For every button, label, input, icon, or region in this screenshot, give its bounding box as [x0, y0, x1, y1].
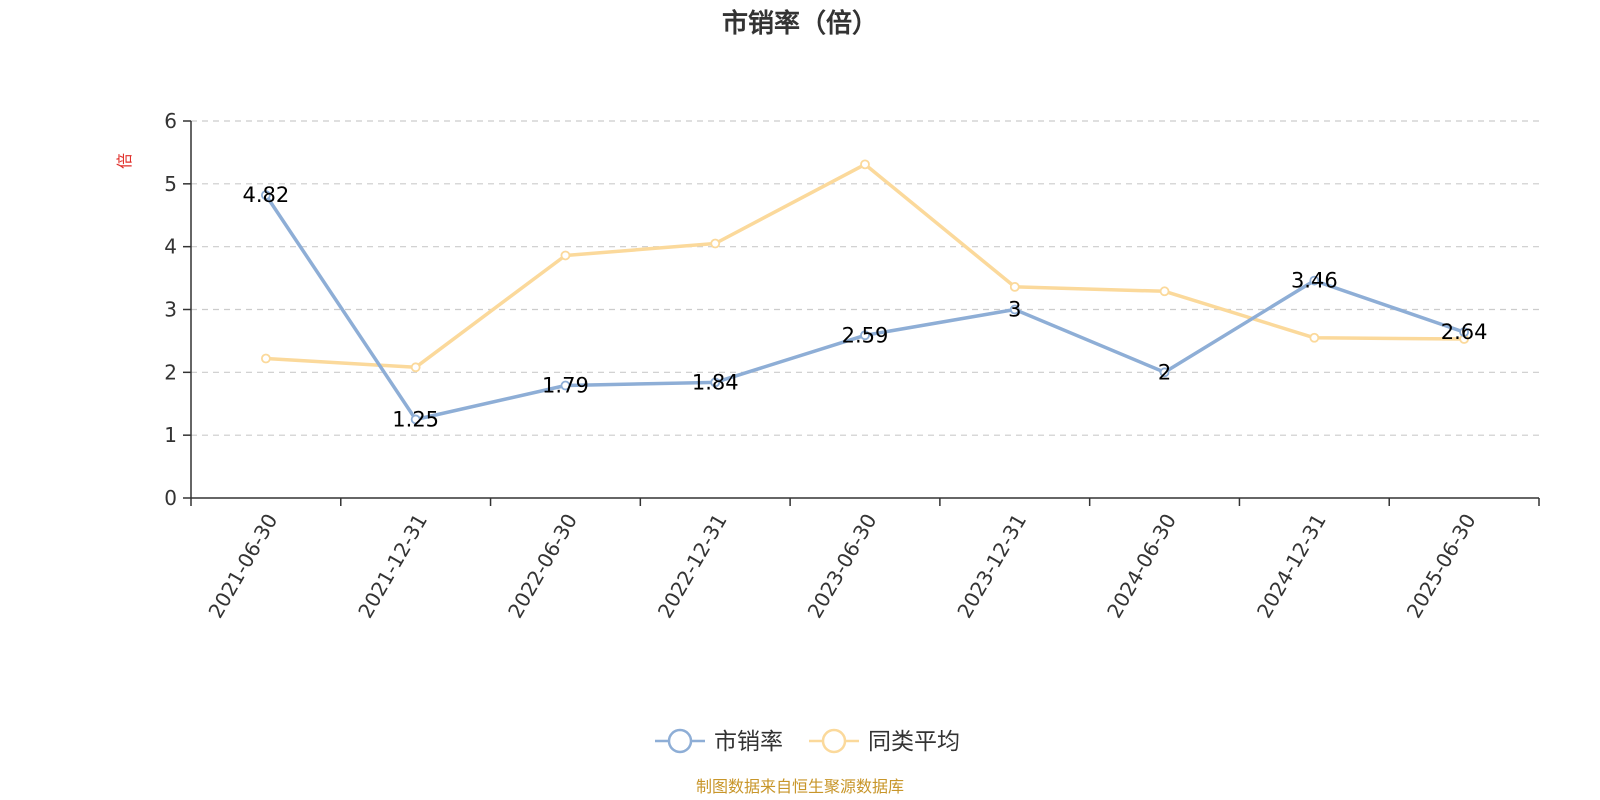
data-point[interactable] — [1159, 367, 1170, 378]
x-tick-label: 2022-12-31 — [653, 510, 732, 623]
data-label: 1.84 — [692, 370, 739, 394]
series-lines — [260, 159, 1470, 425]
x-tick-label: 2023-06-30 — [803, 510, 882, 623]
data-point[interactable] — [1159, 286, 1170, 297]
data-point[interactable] — [1459, 327, 1470, 338]
data-point[interactable] — [560, 380, 571, 391]
series-line-0 — [264, 193, 1466, 422]
data-point[interactable] — [710, 238, 721, 249]
data-point[interactable] — [260, 190, 271, 201]
legend-item-0[interactable]: 市销率 — [655, 728, 783, 755]
y-tick-label: 4 — [164, 235, 177, 259]
y-axis-unit-label: 倍 — [115, 153, 134, 169]
data-point[interactable] — [710, 377, 721, 388]
data-label: 3 — [1008, 298, 1021, 322]
data-label: 2 — [1158, 360, 1171, 384]
data-point[interactable] — [260, 353, 271, 364]
y-tick-label: 0 — [164, 486, 177, 510]
data-point[interactable] — [1309, 332, 1320, 343]
x-tick-label: 2024-06-30 — [1102, 510, 1181, 623]
source-note: 制图数据来自恒生聚源数据库 — [696, 777, 904, 796]
data-point[interactable] — [860, 330, 870, 341]
x-tick-label: 2023-12-31 — [952, 510, 1031, 623]
y-tick-label: 5 — [164, 172, 177, 196]
data-point[interactable] — [1309, 275, 1320, 286]
x-tick-label: 2021-06-30 — [203, 510, 282, 623]
legend-label: 同类平均 — [868, 729, 960, 755]
legend-swatch-marker — [667, 728, 693, 754]
data-point[interactable] — [1009, 304, 1020, 315]
legend[interactable]: 市销率 同类平均 — [655, 728, 960, 755]
chart-title: 市销率（倍） — [722, 8, 878, 39]
x-tick-label: 2022-06-30 — [503, 510, 582, 623]
data-label: 4.82 — [243, 183, 290, 207]
y-tick-label: 3 — [164, 298, 177, 322]
gridlines — [191, 120, 1539, 436]
legend-swatch-marker — [821, 728, 847, 754]
y-tick-label: 1 — [164, 423, 177, 447]
legend-item-1[interactable]: 同类平均 — [809, 728, 960, 755]
data-point[interactable] — [560, 250, 571, 261]
data-point[interactable] — [410, 414, 421, 425]
data-label: 3.46 — [1291, 269, 1338, 293]
data-label: 2.64 — [1441, 320, 1488, 344]
data-point[interactable] — [410, 362, 421, 373]
data-label: 2.59 — [842, 323, 889, 347]
legend-label: 市销率 — [714, 729, 783, 755]
data-labels: 4.82 1.25 1.79 1.84 2.59 3 2 3.46 2.64 — [243, 183, 1488, 431]
data-label: 1.25 — [392, 407, 439, 431]
data-label: 1.79 — [542, 374, 589, 398]
data-point[interactable] — [1009, 281, 1020, 292]
data-point[interactable] — [860, 159, 870, 170]
x-tick-label: 2024-12-31 — [1252, 510, 1331, 623]
y-tick-label: 6 — [164, 109, 177, 133]
x-tick-label: 2025-06-30 — [1402, 510, 1481, 623]
x-tick-label: 2021-12-31 — [353, 509, 432, 622]
y-tick-label: 2 — [164, 360, 177, 384]
